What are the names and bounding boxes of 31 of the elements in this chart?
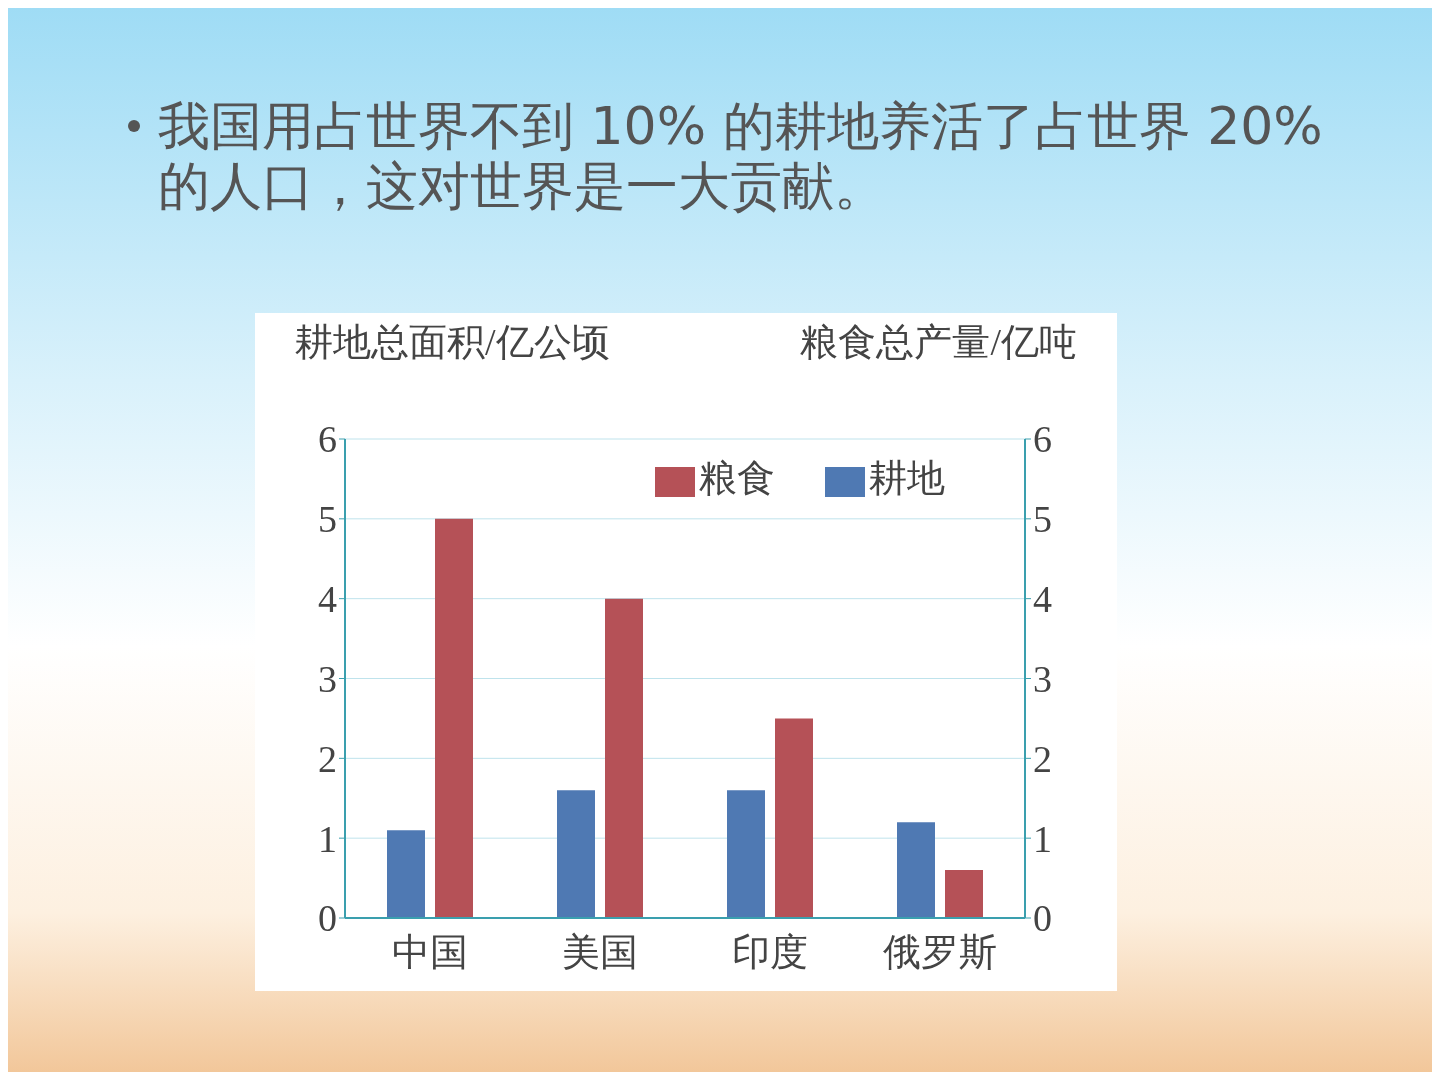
bar [605, 598, 643, 918]
bar [775, 718, 813, 918]
y2-tick-label: 1 [1033, 817, 1052, 860]
x-tick-label: 印度 [732, 930, 808, 973]
y2-tick-label: 0 [1033, 897, 1052, 940]
y-tick-label: 5 [318, 498, 337, 541]
y2-axis-title: 粮食总产量/亿吨 [800, 320, 1077, 365]
legend-label: 粮食 [699, 457, 775, 499]
y-tick-label: 4 [318, 578, 337, 621]
bar [897, 822, 935, 918]
bar [557, 790, 595, 918]
chart-title: 我国用占世界不到 10% 的耕地养活了占世界 20% 的人口，这对世界是一大贡献。 [158, 96, 1323, 216]
x-tick-label: 中国 [392, 930, 468, 973]
y-tick-label: 3 [318, 657, 337, 700]
y-axis-title: 耕地总面积/亿公顷 [295, 320, 610, 365]
y-tick-label: 6 [318, 418, 337, 461]
y-tick-label: 1 [318, 817, 337, 860]
y2-tick-label: 4 [1033, 578, 1052, 621]
legend-label: 耕地 [869, 457, 945, 499]
x-tick-label: 美国 [562, 930, 638, 973]
y-tick-label: 2 [318, 737, 337, 780]
y2-tick-label: 3 [1033, 657, 1052, 700]
y2-tick-label: 6 [1033, 418, 1052, 461]
x-tick-label: 俄罗斯 [883, 930, 997, 973]
y2-tick-label: 2 [1033, 737, 1052, 780]
bar [727, 790, 765, 918]
bar [387, 830, 425, 918]
bar [435, 518, 473, 918]
y2-tick-label: 5 [1033, 498, 1052, 541]
y-tick-label: 0 [318, 897, 337, 940]
bar [945, 870, 983, 918]
